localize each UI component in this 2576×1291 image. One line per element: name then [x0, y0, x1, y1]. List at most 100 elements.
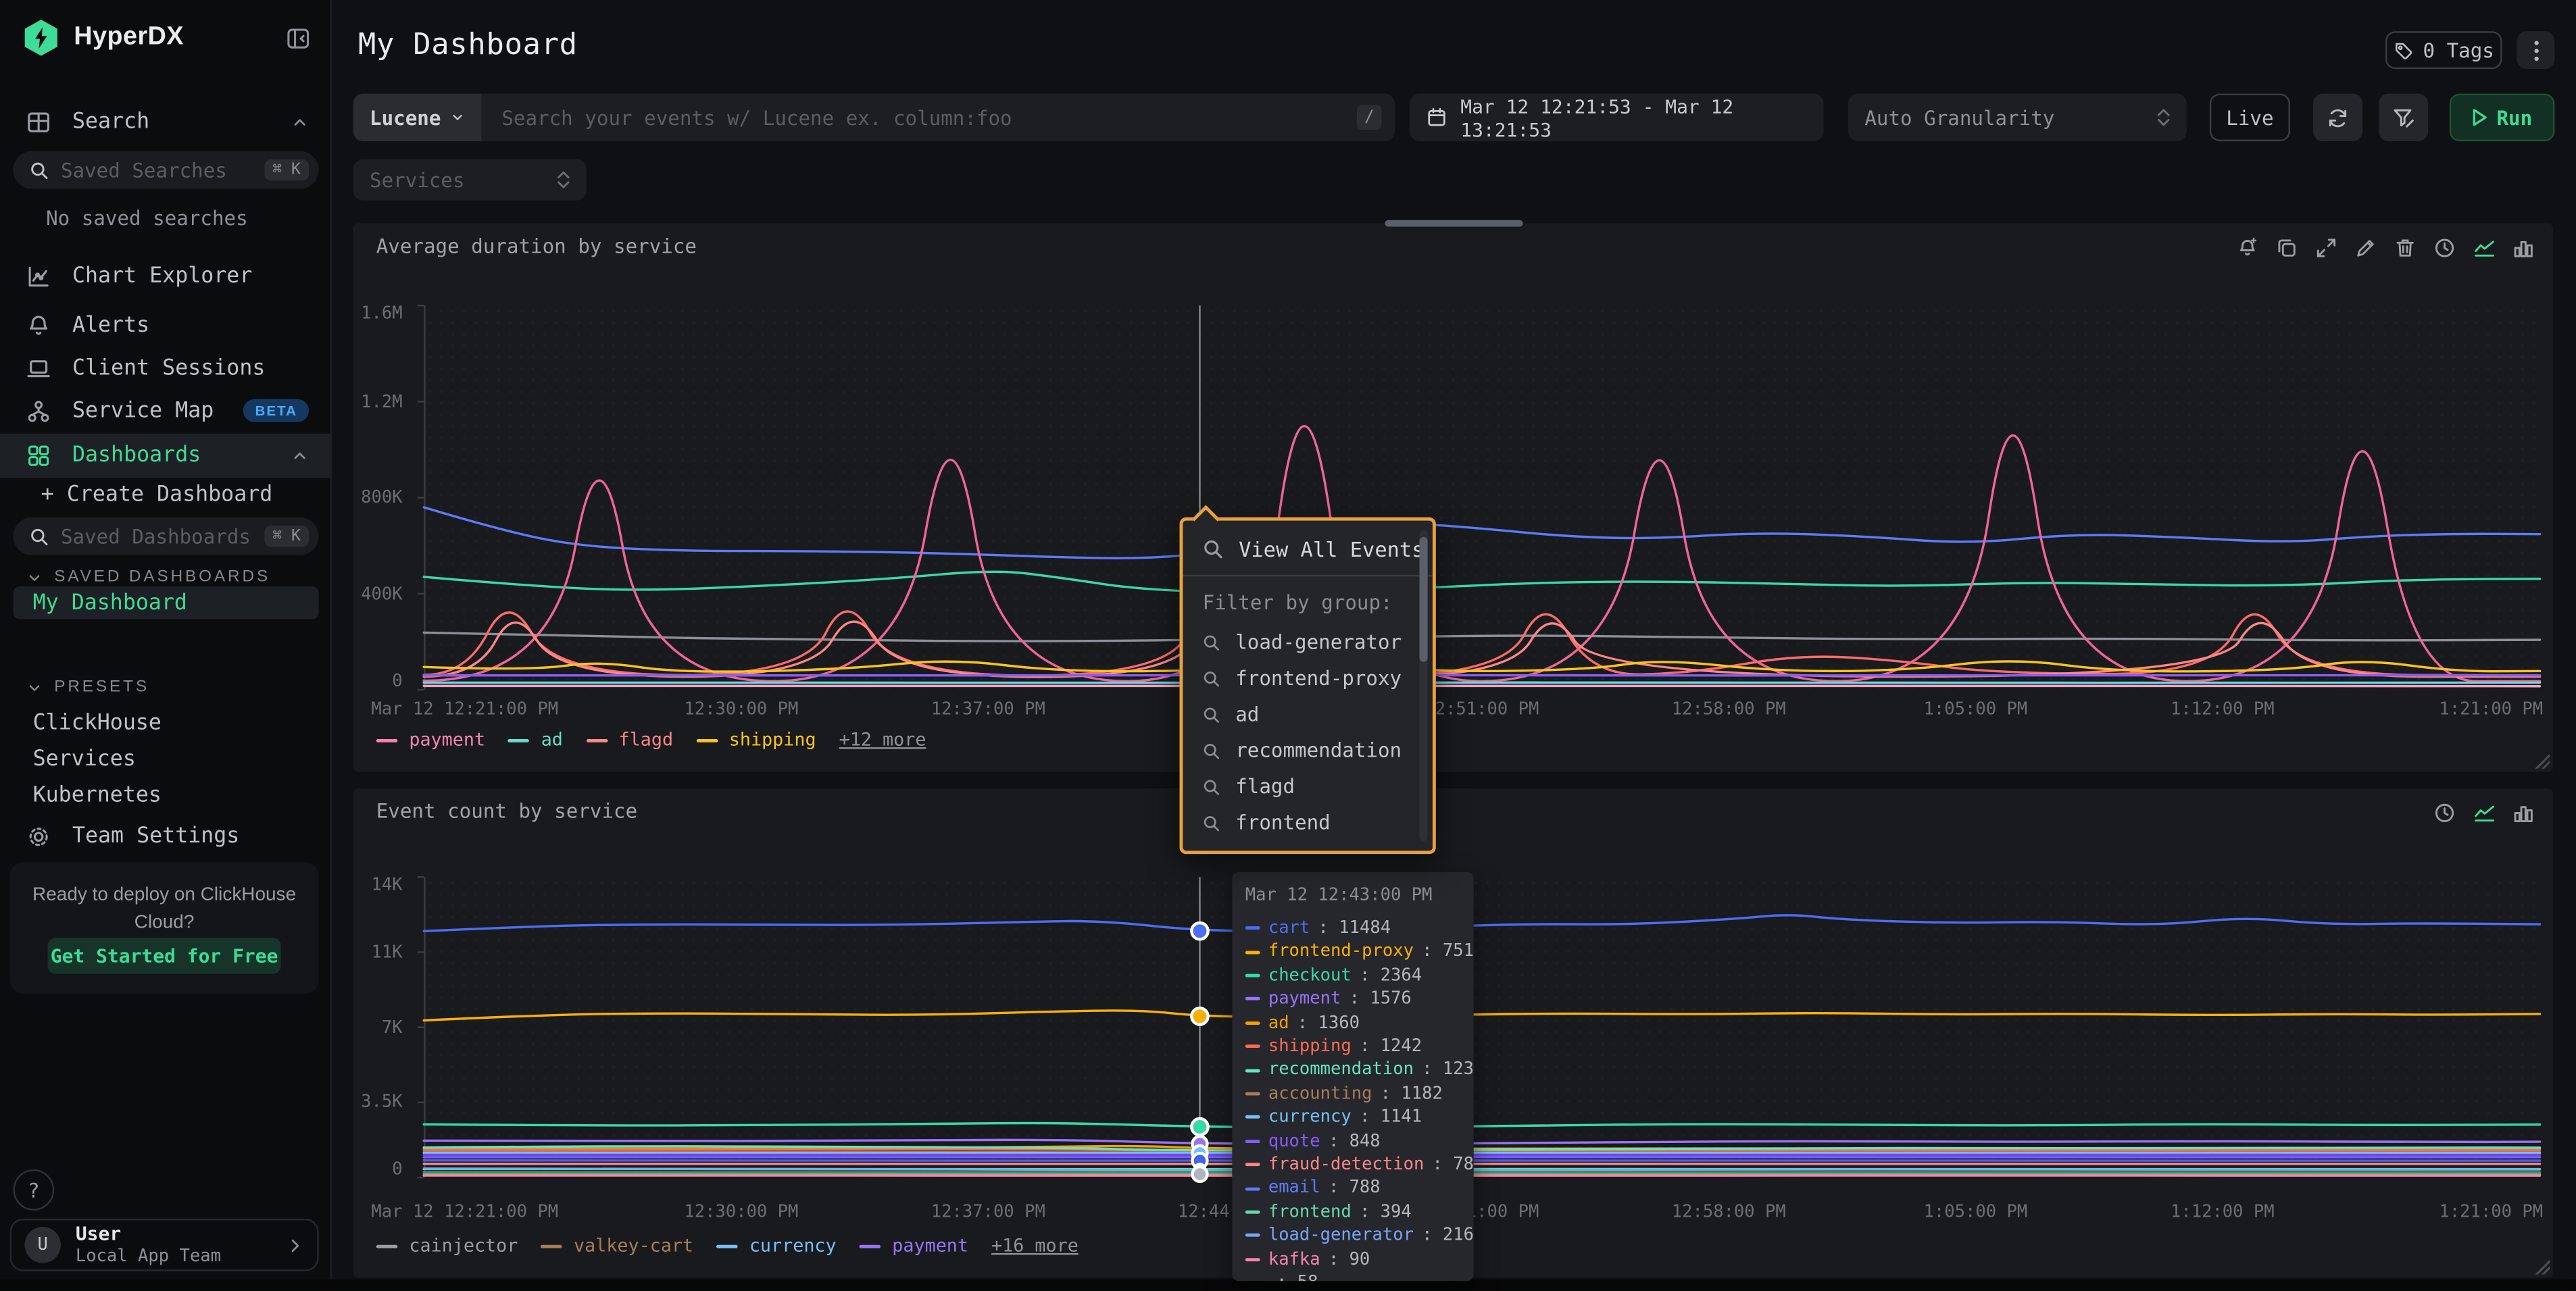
legend-item-flagd[interactable]: flagd	[586, 729, 673, 751]
series-payment	[424, 1140, 2540, 1144]
line-chart-icon[interactable]	[2473, 236, 2496, 259]
legend-item-payment[interactable]: payment	[860, 1235, 968, 1257]
sidebar-item-chart-explorer[interactable]: Chart Explorer	[0, 256, 332, 295]
group-filter-load-generator[interactable]: load-generator	[1183, 624, 1433, 660]
bar-chart-icon[interactable]	[2512, 801, 2535, 824]
sidebar-item-dashboards[interactable]: Dashboards	[0, 434, 332, 478]
saved-searches-input[interactable]: Saved Searches ⌘ K	[13, 151, 318, 189]
expand-icon[interactable]	[2314, 236, 2337, 259]
brand[interactable]: HyperDX	[23, 20, 184, 55]
x-axis-label: 12:58:00 PM	[1672, 1203, 1786, 1222]
no-saved-searches-note: No saved searches	[46, 207, 248, 230]
series-green	[424, 572, 2540, 592]
group-label: flagd	[1235, 775, 1295, 798]
tooltip-row: fraud-detection: 788	[1245, 1153, 1460, 1177]
group-label: frontend	[1235, 811, 1331, 834]
x-axis-label: 12:51:00 PM	[1425, 700, 1539, 719]
sidebar-item-my-dashboard[interactable]: My Dashboard	[13, 586, 318, 619]
y-axis-label: 800K	[361, 489, 402, 507]
tags-button[interactable]: 0 Tags	[2385, 31, 2502, 69]
sidebar-item-kubernetes[interactable]: Kubernetes	[13, 778, 318, 811]
language-select[interactable]: Lucene	[353, 94, 482, 142]
panel-menu-button[interactable]	[2517, 31, 2554, 69]
sidebar-item-team-settings[interactable]: Team Settings	[0, 816, 332, 855]
services-select[interactable]: Services	[353, 159, 587, 201]
chart-plot-area[interactable]	[424, 877, 2540, 1178]
y-axis-label: 0	[392, 1161, 402, 1179]
y-axis-label: 400K	[361, 586, 402, 603]
saved-dashboards-placeholder: Saved Dashboards	[61, 525, 264, 548]
group-filter-recommendation[interactable]: recommendation	[1183, 732, 1433, 768]
time-range-icon[interactable]	[2433, 236, 2456, 259]
event-search-control: Lucene Search your events w/ Lucene ex. …	[353, 94, 1395, 142]
panel-resize-handle[interactable]	[2535, 754, 2550, 769]
get-started-button[interactable]: Get Started for Free	[48, 938, 281, 973]
sidebar-item-create-dashboard[interactable]: + Create Dashboard	[0, 478, 332, 511]
legend-label: payment	[892, 1235, 968, 1257]
panel-average-duration: Average duration by service 1.6M1.2M800K…	[353, 224, 2553, 772]
sidebar-item-service-map[interactable]: Service Map BETA	[0, 391, 332, 430]
chevron-up-icon[interactable]	[291, 113, 309, 131]
delete-icon[interactable]	[2394, 236, 2417, 259]
tooltip-series-value: : 2364	[1360, 964, 1422, 988]
sidebar-item-services[interactable]: Services	[13, 742, 318, 776]
laptop-icon	[26, 355, 53, 380]
saved-dashboards-section[interactable]: SAVED DASHBOARDS	[26, 568, 270, 586]
chevron-down-icon	[26, 679, 43, 695]
sidebar-item-client-sessions[interactable]: Client Sessions	[0, 348, 332, 387]
granularity-select[interactable]: Auto Granularity	[1848, 94, 2187, 142]
refresh-button[interactable]	[2313, 94, 2362, 142]
tooltip-dash	[1245, 974, 1260, 978]
panel-resize-handle[interactable]	[2535, 1260, 2550, 1275]
group-filter-ad[interactable]: ad	[1183, 697, 1433, 732]
legend-item-shipping[interactable]: shipping	[696, 729, 816, 751]
legend-item-ad[interactable]: ad	[508, 729, 563, 751]
create-alert-icon[interactable]	[2236, 236, 2259, 259]
chevron-up-icon[interactable]	[291, 447, 309, 465]
x-axis-labels: Mar 12 12:21:00 PM12:30:00 PM12:37:00 PM…	[424, 1203, 2540, 1225]
panel-drag-handle[interactable]	[1384, 220, 1522, 227]
run-button[interactable]: Run	[2450, 94, 2555, 142]
legend-item-currency[interactable]: currency	[716, 1235, 836, 1257]
chart-hover-tooltip: Mar 12 12:43:00 PM cart: 11484frontend-p…	[1232, 872, 1473, 1281]
group-filter-flagd[interactable]: flagd	[1183, 769, 1433, 805]
chart-plot-area[interactable]	[424, 305, 2540, 690]
sidebar-item-alerts[interactable]: Alerts	[0, 305, 332, 345]
sidebar-item-clickhouse[interactable]: ClickHouse	[13, 706, 318, 739]
brand-name: HyperDX	[74, 23, 184, 53]
x-axis-label: 1:05:00 PM	[1924, 700, 2028, 719]
time-range-icon[interactable]	[2433, 801, 2456, 824]
edit-icon[interactable]	[2354, 236, 2377, 259]
series-blue	[424, 507, 2540, 558]
legend-item-cainjector[interactable]: cainjector	[376, 1235, 518, 1257]
series-frontend-proxy	[424, 1011, 2540, 1021]
tooltip-series-name: load-generator	[1268, 1224, 1414, 1248]
calendar-icon	[1426, 107, 1447, 128]
live-button[interactable]: Live	[2210, 94, 2290, 142]
legend-more[interactable]: +12 more	[839, 729, 926, 751]
duplicate-icon[interactable]	[2275, 236, 2298, 259]
filter-button[interactable]	[2379, 94, 2428, 142]
sidebar-collapse-icon[interactable]	[286, 26, 310, 51]
bar-chart-icon[interactable]	[2512, 236, 2535, 259]
group-filter-frontend-proxy[interactable]: frontend-proxy	[1183, 660, 1433, 696]
legend-item-valkey-cart[interactable]: valkey-cart	[541, 1235, 693, 1257]
tooltip-dash	[1245, 1187, 1260, 1190]
view-all-events-button[interactable]: View All Events	[1183, 521, 1433, 575]
legend-more[interactable]: +16 more	[991, 1235, 1079, 1257]
help-button[interactable]: ?	[13, 1169, 54, 1211]
tooltip-dash	[1245, 1045, 1260, 1048]
sidebar-item-search[interactable]: Search	[0, 102, 332, 141]
search-icon	[1203, 633, 1221, 651]
user-card[interactable]: U User Local App Team	[10, 1219, 319, 1271]
date-range-picker[interactable]: Mar 12 12:21:53 - Mar 12 13:21:53	[1410, 94, 1824, 142]
line-chart-icon[interactable]	[2473, 801, 2496, 824]
group-filter-frontend[interactable]: frontend	[1183, 805, 1433, 840]
tooltip-dash	[1245, 998, 1260, 1001]
popup-scrollbar-thumb[interactable]	[1419, 537, 1427, 662]
main-content: My Dashboard 0 Tags Lucene Search your e…	[332, 0, 2576, 1291]
presets-section[interactable]: PRESETS	[26, 678, 149, 697]
event-search-input[interactable]: Search your events w/ Lucene ex. column:…	[482, 106, 1357, 129]
saved-dashboards-input[interactable]: Saved Dashboards ⌘ K	[13, 517, 318, 555]
legend-item-payment[interactable]: payment	[376, 729, 485, 751]
